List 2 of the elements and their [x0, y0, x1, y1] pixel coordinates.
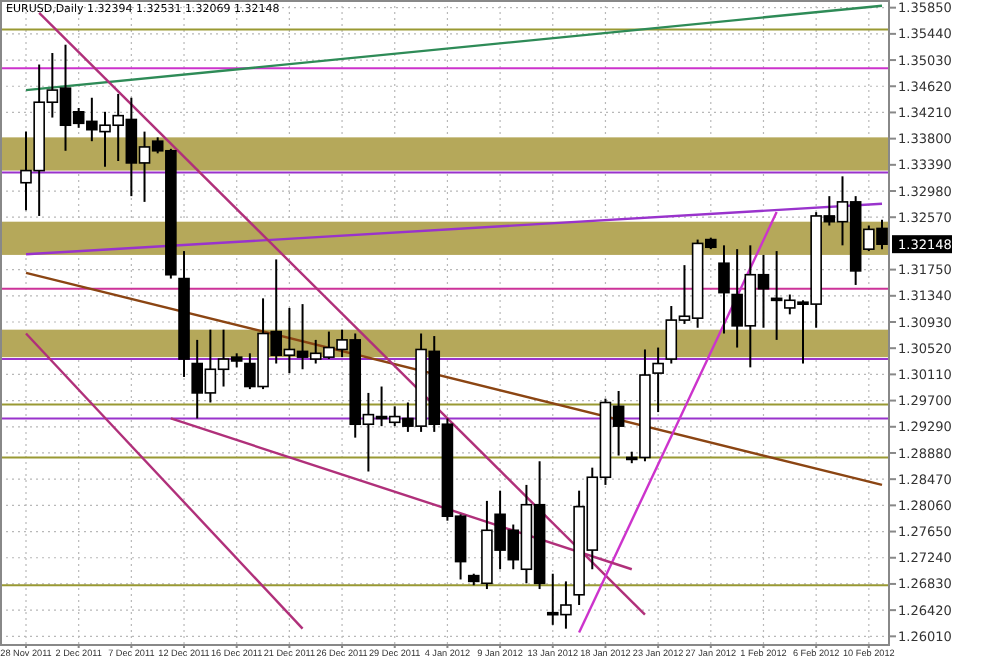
candlestick	[718, 244, 730, 335]
candlestick	[652, 346, 664, 414]
